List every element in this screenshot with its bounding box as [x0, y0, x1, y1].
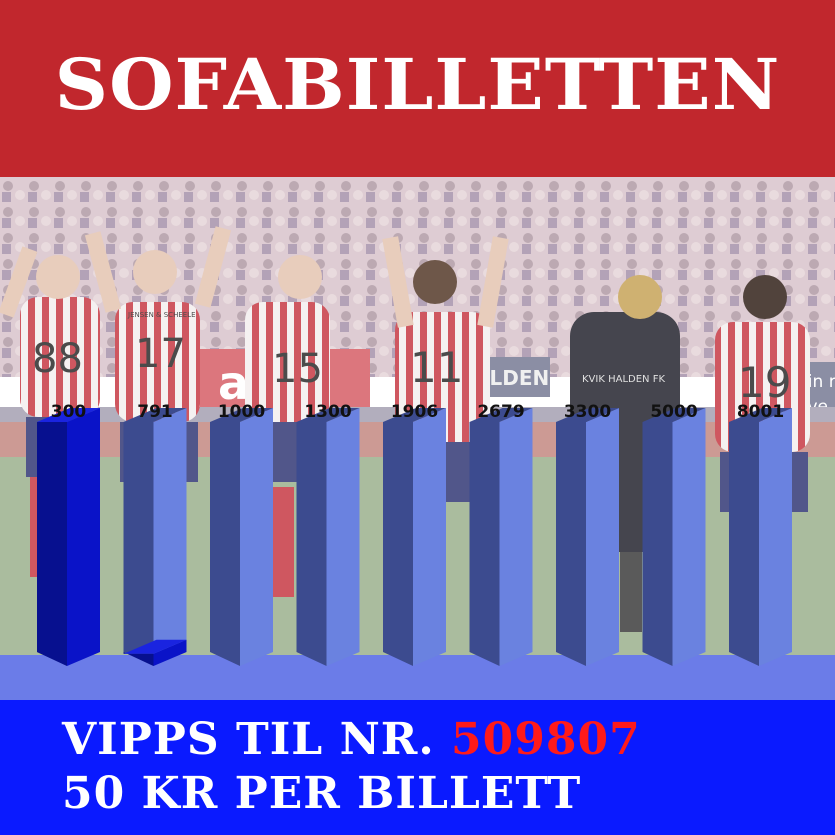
banner-title: SOFABILLETTEN [54, 43, 781, 126]
price-line: 50 KR PER BILLETT [62, 768, 582, 819]
jersey-number-88: 88 [32, 336, 83, 382]
sponsor-text-1: JENSEN & SCHEELE [127, 311, 196, 319]
footer-banner: VIPPS TIL NR. 509807 50 KR PER BILLETT [0, 700, 835, 835]
team-photo: ak ALDEN din r eve roo 88 17 JENSEN & SC… [0, 177, 835, 700]
jersey-number-17: 17 [135, 331, 186, 377]
vipps-label: VIPPS TIL NR. [62, 714, 435, 765]
jersey-number-15: 15 [272, 346, 323, 392]
jersey-number-19: 19 [738, 358, 791, 407]
vipps-number: 509807 [451, 714, 641, 765]
jersey-number-11: 11 [410, 343, 463, 392]
vipps-line: VIPPS TIL NR. 509807 [62, 714, 641, 765]
title-banner: SOFABILLETTEN [0, 0, 835, 177]
jacket-text: KVIK HALDEN FK [582, 374, 665, 385]
